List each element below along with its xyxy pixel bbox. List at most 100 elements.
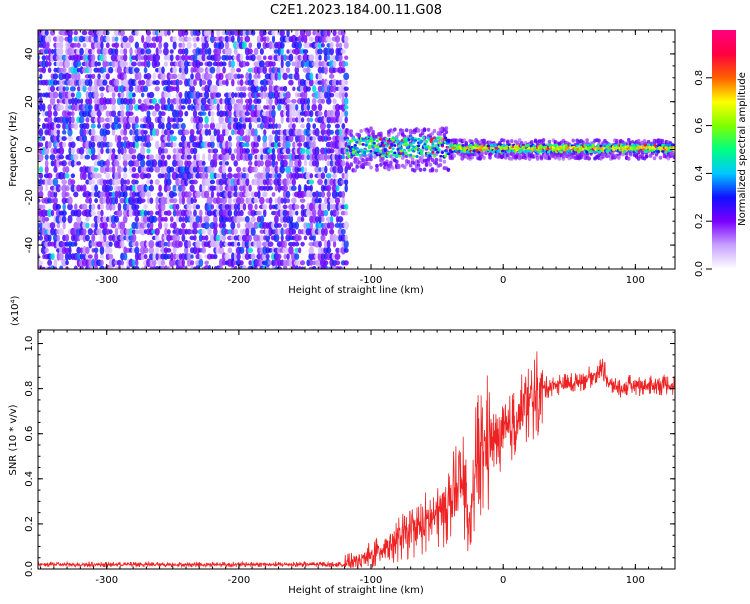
- heatmap-cell: [44, 217, 49, 222]
- heatmap-cell: [317, 179, 323, 185]
- heatmap-cell: [588, 146, 591, 149]
- heatmap-cell: [327, 124, 331, 129]
- heatmap-cell: [50, 154, 56, 160]
- heatmap-cell: [56, 204, 61, 210]
- heatmap-cell: [231, 35, 235, 43]
- heatmap-cell: [307, 104, 310, 111]
- heatmap-cell: [217, 103, 220, 111]
- heatmap-cell: [236, 68, 241, 72]
- figure-title: C2E1.2023.184.00.11.G08: [270, 3, 442, 18]
- heatmap-cell: [355, 153, 358, 156]
- heatmap-cell: [398, 155, 401, 158]
- heatmap-cell: [436, 151, 439, 154]
- heatmap-cell: [392, 139, 395, 142]
- heatmap-cell: [332, 173, 337, 178]
- heatmap-cell: [160, 111, 165, 116]
- heatmap-cell: [45, 30, 49, 36]
- heatmap-cell: [228, 167, 232, 173]
- heatmap-cell: [143, 247, 149, 253]
- heatmap-cell: [135, 30, 139, 37]
- heatmap-cell: [233, 117, 238, 122]
- heatmap-cell: [431, 169, 435, 173]
- heatmap-cell: [215, 92, 221, 98]
- heatmap-cell: [263, 209, 266, 217]
- heatmap-cell: [243, 92, 247, 97]
- heatmap-cell: [606, 150, 609, 153]
- heatmap-cell: [182, 259, 185, 266]
- heatmap-cell: [260, 215, 265, 223]
- heatmap-cell: [344, 61, 348, 66]
- heatmap-cell: [326, 173, 332, 178]
- heatmap-cell: [61, 179, 67, 184]
- heatmap-cell: [321, 99, 325, 104]
- heatmap-cell: [311, 104, 317, 111]
- heatmap-cell: [144, 67, 148, 73]
- heatmap-cell: [266, 36, 270, 42]
- heatmap-cell: [74, 203, 78, 210]
- heatmap-cell: [184, 111, 188, 117]
- heatmap-cell: [450, 150, 453, 153]
- heatmap-x-axis-label: Height of straight line (km): [288, 285, 424, 296]
- heatmap-cell: [172, 66, 177, 73]
- heatmap-cell: [283, 240, 287, 248]
- heatmap-cell: [300, 124, 305, 129]
- heatmap-cell: [222, 123, 227, 130]
- heatmap-cell: [240, 54, 244, 62]
- heatmap-cell: [216, 129, 220, 136]
- heatmap-cell: [109, 142, 113, 148]
- heatmap-cell: [187, 37, 192, 42]
- heatmap-cell: [45, 248, 49, 253]
- heatmap-cell: [115, 36, 119, 41]
- heatmap-cell: [400, 147, 403, 150]
- heatmap-cell: [346, 149, 349, 152]
- heatmap-cell: [262, 204, 267, 210]
- heatmap-cell: [329, 93, 334, 98]
- heatmap-cell: [76, 61, 81, 67]
- heatmap-cell: [146, 48, 152, 54]
- heatmap-cell: [417, 144, 420, 147]
- heatmap-cell: [140, 147, 145, 155]
- heatmap-cell: [71, 111, 74, 116]
- heatmap-cell: [225, 41, 230, 49]
- heatmap-cell: [201, 80, 206, 85]
- heatmap-cell: [204, 116, 208, 124]
- heatmap-cell: [163, 42, 168, 48]
- heatmap-cell: [71, 148, 75, 155]
- heatmap-cell: [407, 149, 410, 152]
- heatmap-cell: [482, 139, 486, 143]
- heatmap-cell: [461, 144, 464, 147]
- heatmap-cell: [239, 197, 245, 204]
- heatmap-cell: [74, 122, 78, 130]
- heatmap-cell: [155, 247, 159, 254]
- heatmap-cell: [332, 98, 336, 104]
- heatmap-cell: [88, 228, 93, 235]
- heatmap-cell: [286, 49, 289, 54]
- heatmap-cell: [297, 142, 302, 146]
- heatmap-cell: [565, 144, 568, 147]
- heatmap-cell: [473, 149, 476, 152]
- heatmap-cell: [379, 138, 382, 141]
- heatmap-cell: [48, 35, 51, 43]
- heatmap-cell: [422, 137, 425, 140]
- heatmap-cell: [135, 241, 138, 247]
- heatmap-cell: [517, 147, 520, 150]
- heatmap-cell: [42, 103, 45, 111]
- heatmap-cell: [228, 48, 232, 55]
- heatmap-cell: [262, 191, 267, 197]
- heatmap-cell: [129, 47, 132, 56]
- heatmap-cell: [45, 160, 49, 167]
- heatmap-cell: [344, 166, 348, 174]
- heatmap-cell: [62, 130, 66, 135]
- heatmap-cell: [653, 144, 656, 147]
- heatmap-cell: [373, 142, 376, 145]
- heatmap-cell: [123, 167, 127, 172]
- heatmap-cell: [330, 42, 334, 49]
- heatmap-cell: [435, 168, 439, 172]
- heatmap-cell: [208, 153, 212, 161]
- heatmap-cell: [123, 61, 128, 66]
- heatmap-ytick-label-1: -20: [24, 189, 35, 205]
- heatmap-xtick-label-4: 100: [626, 275, 645, 286]
- heatmap-cell: [329, 198, 334, 203]
- heatmap-cell: [125, 42, 131, 48]
- heatmap-cell: [344, 42, 349, 49]
